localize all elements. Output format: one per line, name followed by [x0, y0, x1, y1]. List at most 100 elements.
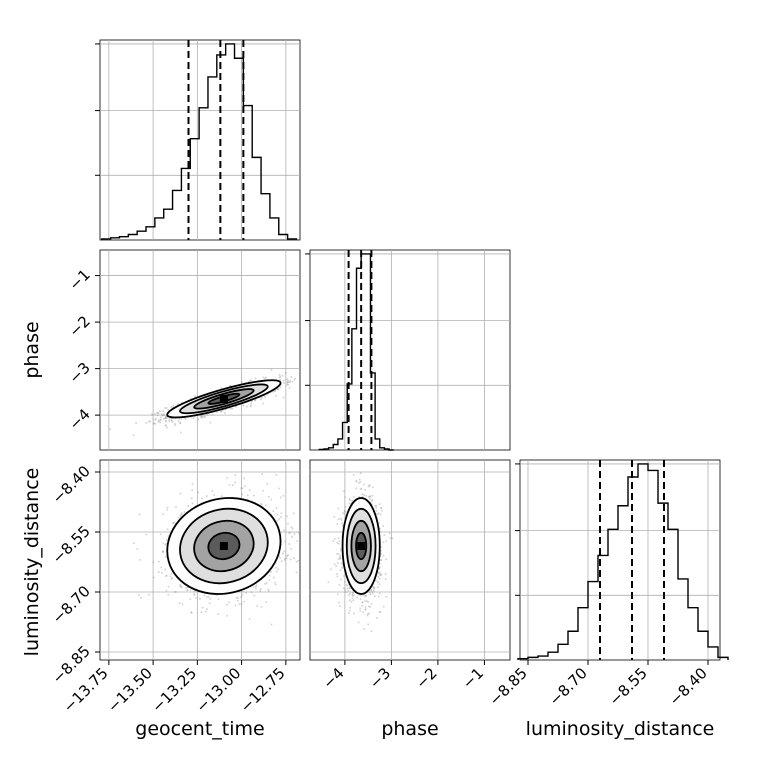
scatter-point	[211, 490, 214, 492]
scatter-point	[377, 586, 379, 588]
scatter-point	[200, 415, 203, 417]
scatter-point	[280, 560, 283, 562]
scatter-point	[153, 422, 156, 425]
scatter-point	[285, 372, 287, 374]
scatter-point	[279, 379, 282, 381]
scatter-point	[177, 516, 180, 519]
scatter-point	[378, 567, 381, 569]
scatter-point	[383, 534, 386, 536]
scatter-point	[348, 593, 351, 595]
scatter-point	[200, 416, 203, 419]
scatter-point	[186, 589, 189, 592]
scatter-point	[152, 576, 155, 579]
scatter-point	[367, 601, 370, 603]
scatter-point	[339, 549, 342, 552]
scatter-point	[339, 554, 342, 557]
scatter-point	[287, 554, 289, 556]
scatter-point	[270, 623, 273, 626]
scatter-point	[344, 496, 346, 499]
scatter-point	[273, 576, 275, 579]
scatter-point	[171, 421, 174, 423]
scatter-point	[359, 488, 362, 491]
scatter-point	[348, 587, 351, 589]
y-label-luminosity-distance: luminosity_distance	[21, 468, 43, 657]
scatter-point	[155, 417, 157, 420]
scatter-point	[181, 586, 183, 589]
scatter-point	[193, 593, 195, 595]
scatter-point	[375, 579, 377, 582]
scatter-point	[345, 591, 347, 594]
scatter-point	[275, 394, 277, 397]
scatter-point	[197, 491, 200, 494]
scatter-point	[359, 598, 362, 601]
scatter-point	[189, 598, 192, 600]
scatter-point	[154, 418, 157, 421]
scatter-point	[246, 494, 249, 496]
scatter-point	[167, 409, 169, 411]
scatter-point	[248, 618, 251, 620]
scatter-point	[371, 494, 374, 497]
scatter-point	[286, 378, 289, 380]
scatter-point	[290, 376, 293, 378]
scatter-point	[343, 509, 346, 512]
scatter-point	[149, 420, 152, 423]
scatter-point	[154, 422, 157, 425]
scatter-point	[207, 596, 210, 598]
scatter-point	[375, 509, 378, 512]
scatter-point	[340, 547, 342, 550]
scatter-point	[335, 565, 338, 568]
scatter-point	[224, 408, 227, 411]
scatter-point	[263, 395, 266, 397]
scatter-point	[226, 603, 228, 606]
scatter-point	[184, 417, 186, 419]
scatter-point	[180, 417, 183, 420]
scatter-point	[275, 507, 278, 509]
panel-frame-hist-luminosity_distance	[519, 459, 721, 661]
scatter-point	[339, 556, 341, 559]
scatter-point	[279, 556, 281, 559]
scatter-point	[337, 542, 340, 545]
scatter-point	[222, 409, 224, 411]
scatter-point	[373, 587, 376, 590]
scatter-point	[174, 591, 176, 593]
scatter-point	[339, 569, 342, 571]
scatter-point	[368, 496, 370, 498]
scatter-point	[190, 398, 192, 400]
scatter-point	[260, 606, 263, 608]
scatter-point	[173, 423, 176, 425]
panel-frame-hist-phase	[309, 249, 511, 451]
scatter-point	[172, 522, 175, 524]
scatter-point	[265, 376, 267, 379]
scatter-point	[267, 495, 270, 498]
scatter-point	[367, 485, 370, 488]
scatter-point	[381, 510, 383, 512]
scatter-point	[377, 512, 380, 515]
scatter-point	[200, 611, 203, 614]
scatter-point	[380, 559, 383, 561]
scatter-point	[370, 603, 373, 605]
scatter-point	[162, 551, 164, 554]
scatter-point	[339, 557, 342, 560]
scatter-point	[283, 559, 286, 561]
scatter-point	[372, 486, 374, 489]
scatter-point	[278, 518, 280, 520]
scatter-point	[347, 594, 350, 597]
scatter-point	[338, 584, 341, 586]
scatter-point	[179, 583, 182, 586]
scatter-point	[337, 518, 340, 521]
scatter-point	[338, 540, 341, 542]
scatter-point	[180, 513, 183, 516]
scatter-point	[252, 494, 255, 497]
scatter-point	[167, 593, 170, 596]
scatter-point	[279, 375, 282, 378]
scatter-point	[336, 593, 339, 596]
scatter-point	[360, 487, 363, 490]
scatter-point	[145, 533, 148, 536]
scatter-point	[347, 589, 350, 592]
density-peak	[219, 542, 228, 550]
scatter-point	[278, 487, 280, 490]
scatter-point	[180, 586, 182, 588]
scatter-point	[211, 413, 214, 416]
scatter-point	[297, 559, 300, 562]
scatter-point	[171, 577, 173, 579]
